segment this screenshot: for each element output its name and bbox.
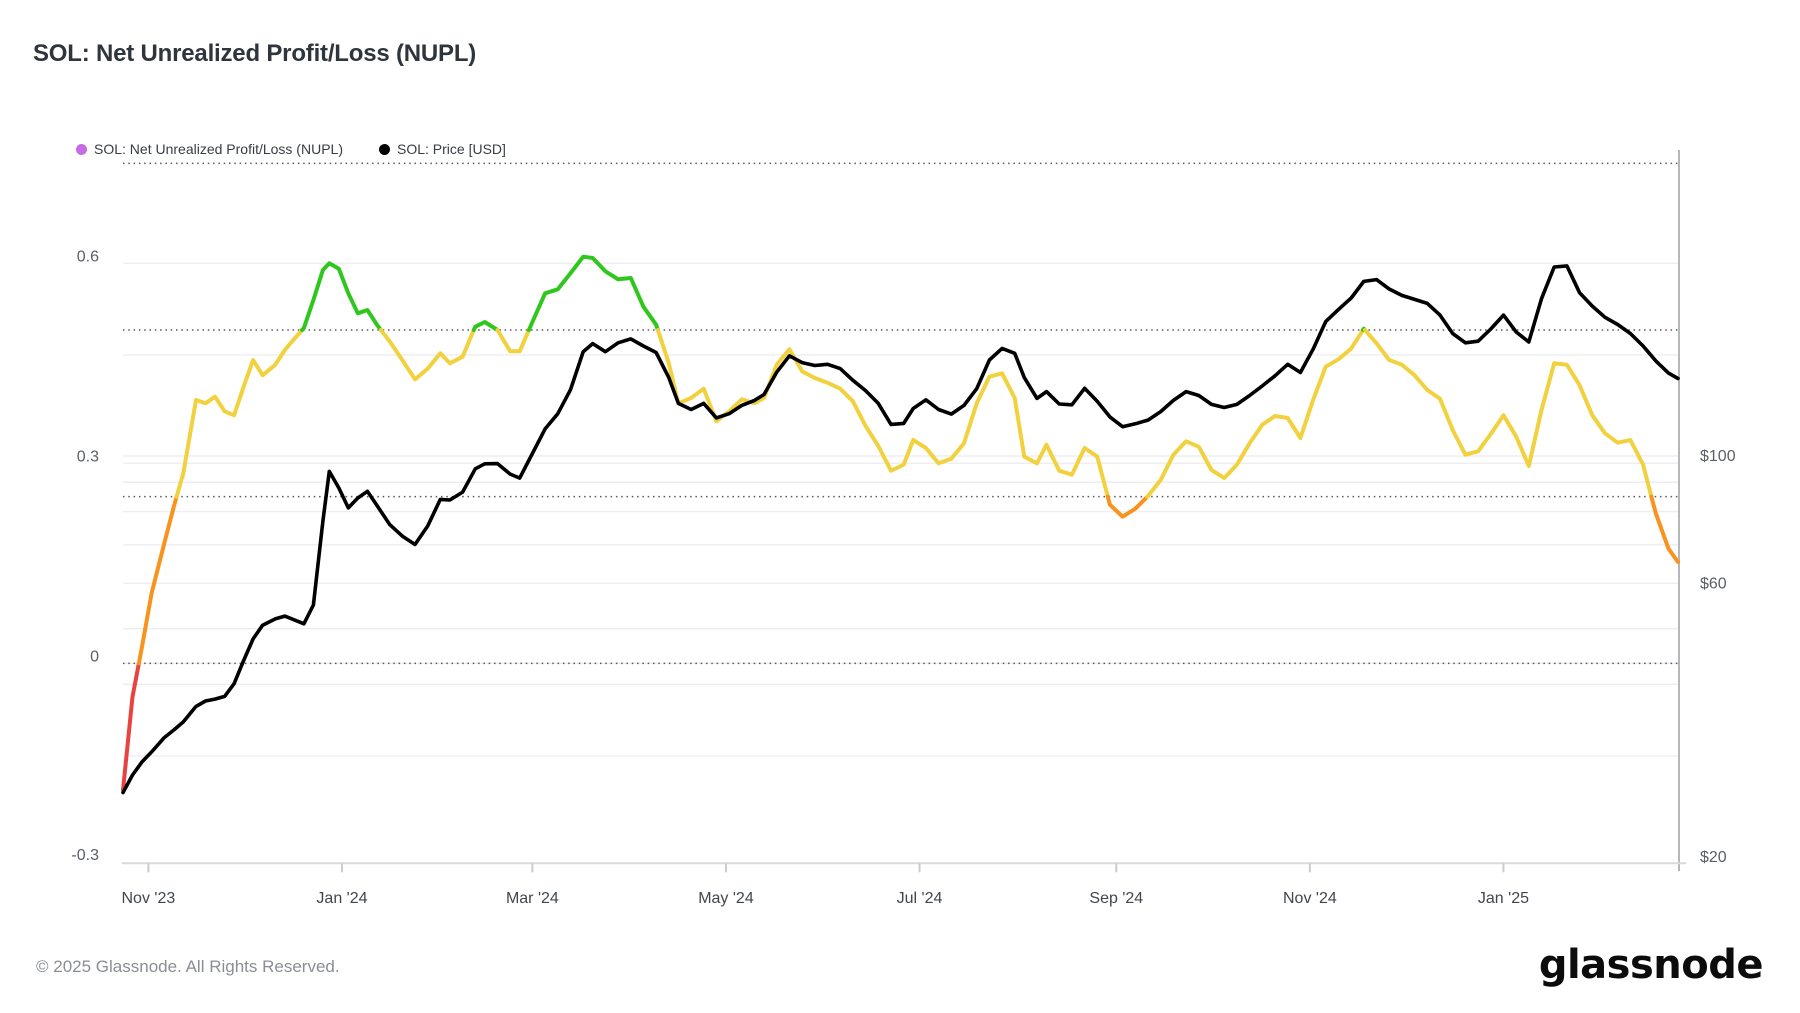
y-axis-label-left: -0.3	[71, 847, 99, 864]
nupl-series-marker-icon	[76, 143, 87, 155]
nupl-series-segment[interactable]	[300, 261, 383, 332]
nupl-series-segment[interactable]	[1105, 494, 1150, 519]
nupl-series-segment[interactable]	[378, 328, 476, 382]
y-axis-label-right: $60	[1700, 575, 1727, 592]
legend-label-price: SOL: Price [USD]	[396, 141, 506, 157]
nupl-series-segment[interactable]	[471, 320, 500, 332]
price-series-path[interactable]	[121, 264, 1680, 795]
x-axis-label: Nov '24	[1283, 890, 1337, 907]
y-axis-label-right: $100	[1700, 448, 1736, 465]
glassnode-logo[interactable]: glassnode	[1538, 942, 1764, 988]
nupl-series-segment[interactable]	[495, 328, 531, 354]
nupl-series-segment[interactable]	[526, 254, 660, 332]
chart-legend: SOL: Net Unrealized Profit/Loss (NUPL) S…	[76, 141, 506, 157]
y-axis-label-right: $20	[1700, 849, 1727, 866]
legend-label-nupl: SOL: Net Unrealized Profit/Loss (NUPL)	[94, 141, 343, 157]
price-series-marker-icon	[378, 143, 390, 155]
nupl-series-segment[interactable]	[1145, 328, 1365, 499]
page-title: SOL: Net Unrealized Profit/Loss (NUPL)	[33, 40, 477, 67]
x-axis-label: Jan '25	[1478, 890, 1529, 907]
legend-item-price[interactable]: SOL: Price [USD]	[378, 141, 506, 157]
nupl-series-segment[interactable]	[121, 661, 141, 792]
x-axis-label: Mar '24	[506, 890, 559, 907]
x-axis-label: Nov '23	[122, 890, 176, 907]
x-axis-label: May '24	[698, 890, 754, 907]
nupl-series-segment[interactable]	[174, 328, 305, 499]
nupl-series-segment[interactable]	[655, 328, 1110, 499]
y-axis-label-left: 0	[90, 648, 99, 665]
y-axis-label-left: 0.6	[77, 248, 99, 265]
nupl-series-segment[interactable]	[1363, 328, 1654, 499]
nupl-series-segment[interactable]	[136, 494, 179, 666]
y-axis-label-left: 0.3	[77, 448, 99, 465]
x-axis-label: Jul '24	[897, 890, 943, 907]
x-axis-label: Jan '24	[316, 890, 367, 907]
x-axis-label: Sep '24	[1089, 890, 1143, 907]
copyright-text: © 2025 Glassnode. All Rights Reserved.	[36, 957, 340, 976]
legend-item-nupl[interactable]: SOL: Net Unrealized Profit/Loss (NUPL)	[76, 141, 343, 157]
nupl-series-segment[interactable]	[1649, 494, 1680, 564]
